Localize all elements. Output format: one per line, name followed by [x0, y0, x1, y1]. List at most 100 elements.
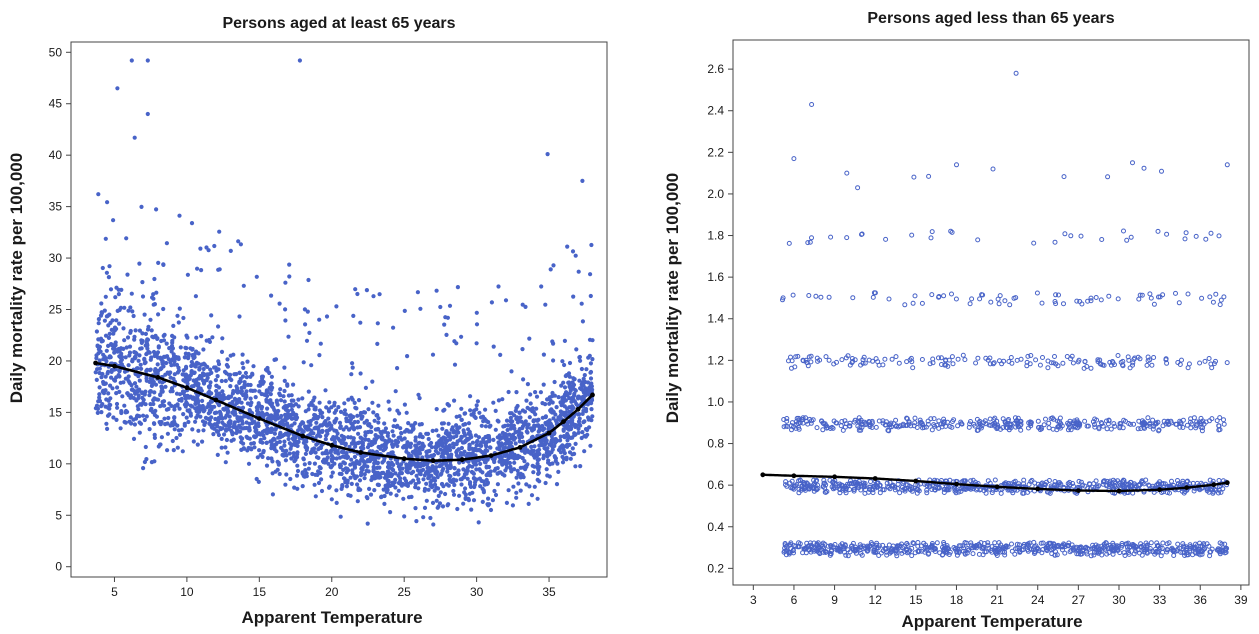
- data-point: [574, 347, 579, 352]
- data-point: [473, 477, 478, 482]
- data-point: [474, 341, 479, 346]
- data-point: [1215, 547, 1221, 553]
- data-point: [179, 396, 184, 401]
- data-point: [1038, 540, 1044, 546]
- data-point: [135, 366, 140, 371]
- data-point: [359, 465, 364, 471]
- data-point: [440, 481, 445, 487]
- x-tick-label: 25: [398, 585, 412, 599]
- data-point: [506, 389, 511, 395]
- data-point: [561, 434, 567, 439]
- y-tick-label: 5: [55, 508, 62, 522]
- data-point: [534, 423, 540, 428]
- data-point: [217, 229, 222, 234]
- data-point: [561, 422, 566, 428]
- data-point: [455, 439, 460, 444]
- data-point: [1093, 478, 1099, 484]
- data-point: [338, 514, 343, 519]
- data-point: [328, 464, 333, 469]
- data-point: [582, 433, 587, 439]
- data-point: [560, 359, 565, 364]
- data-point: [316, 414, 321, 420]
- data-point: [862, 484, 867, 490]
- data-point: [583, 427, 589, 432]
- data-point: [288, 476, 293, 482]
- data-point: [904, 540, 910, 546]
- data-point: [464, 471, 469, 476]
- data-point: [105, 200, 110, 205]
- data-point: [148, 367, 153, 372]
- data-point: [317, 400, 322, 405]
- data-point: [985, 540, 991, 546]
- data-point: [958, 419, 964, 425]
- data-point: [1026, 425, 1031, 431]
- data-point: [177, 306, 182, 311]
- data-point: [126, 374, 131, 379]
- data-point: [554, 482, 560, 487]
- data-point: [789, 365, 794, 371]
- data-point: [131, 396, 136, 401]
- data-point: [517, 439, 522, 444]
- data-point: [420, 455, 425, 460]
- data-point: [545, 454, 550, 459]
- data-point: [1012, 478, 1018, 484]
- data-point: [1174, 421, 1180, 427]
- data-point: [408, 441, 414, 446]
- data-point: [503, 468, 508, 473]
- data-point: [1009, 548, 1015, 554]
- data-point: [460, 440, 465, 445]
- data-point: [391, 443, 396, 448]
- data-point: [1164, 547, 1170, 553]
- data-point: [587, 425, 592, 430]
- data-point: [274, 400, 279, 405]
- data-point: [109, 375, 114, 380]
- data-point: [474, 443, 479, 448]
- data-point: [940, 552, 946, 558]
- data-point: [398, 435, 403, 440]
- data-point: [296, 428, 301, 433]
- data-point: [932, 546, 938, 552]
- data-point: [215, 452, 220, 457]
- data-point: [912, 420, 918, 426]
- data-point: [270, 492, 275, 497]
- data-point: [478, 461, 483, 466]
- data-point: [969, 542, 974, 548]
- data-point: [514, 490, 519, 495]
- data-point: [800, 415, 806, 421]
- data-point: [462, 490, 467, 495]
- data-point: [590, 338, 595, 343]
- data-point: [99, 301, 104, 306]
- data-point: [535, 448, 540, 453]
- data-point: [471, 460, 476, 465]
- data-point: [145, 346, 150, 351]
- data-point: [276, 460, 281, 465]
- data-point: [1166, 422, 1172, 427]
- data-point: [473, 480, 478, 485]
- data-point: [1175, 546, 1181, 552]
- data-point: [180, 372, 185, 377]
- data-point: [122, 305, 127, 310]
- fit-point: [401, 456, 407, 462]
- data-point: [329, 426, 334, 431]
- data-point: [894, 553, 900, 559]
- data-point: [491, 400, 496, 405]
- data-point: [254, 274, 259, 279]
- data-point: [436, 433, 441, 438]
- data-point: [1220, 486, 1226, 492]
- data-point: [302, 462, 307, 467]
- data-point: [1101, 479, 1107, 485]
- data-point: [915, 548, 921, 554]
- data-point: [383, 426, 388, 431]
- data-point: [341, 460, 346, 465]
- data-point: [487, 424, 492, 429]
- data-point: [323, 437, 328, 442]
- data-point: [123, 355, 128, 360]
- data-point: [128, 330, 133, 335]
- data-point: [237, 423, 242, 428]
- data-point: [155, 362, 160, 367]
- data-point: [491, 344, 496, 349]
- data-point: [446, 455, 451, 460]
- data-point: [873, 424, 879, 430]
- data-point: [934, 540, 940, 546]
